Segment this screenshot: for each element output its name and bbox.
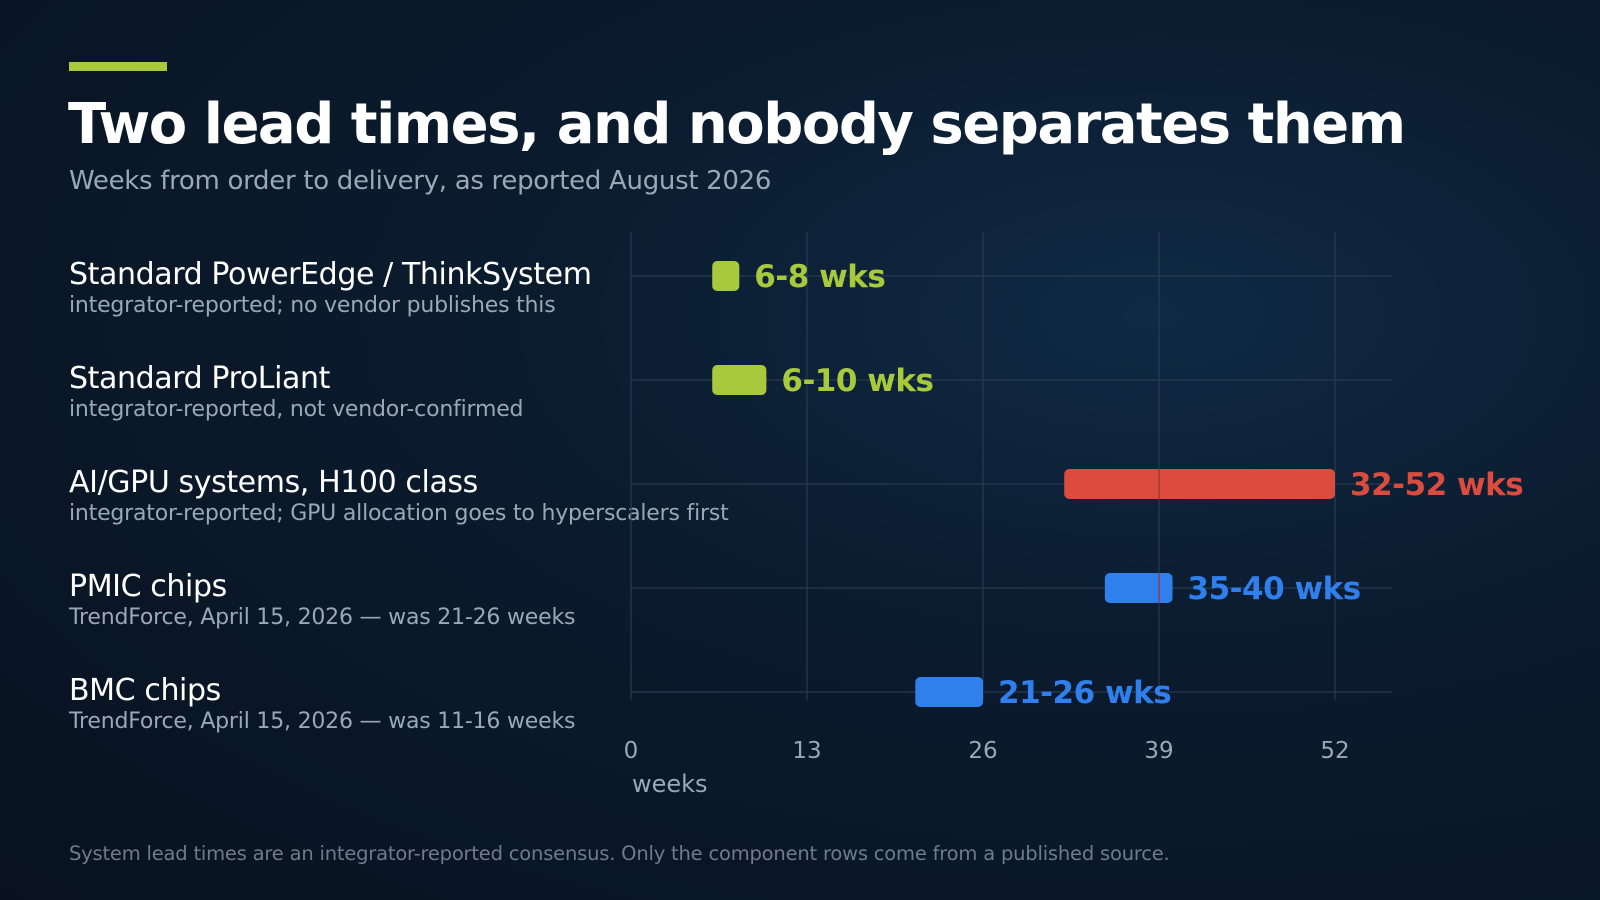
- tick-label-4: 52: [1320, 738, 1349, 764]
- value-label-0: 6-8 wks: [754, 259, 885, 295]
- value-label-4: 21-26 wks: [998, 675, 1171, 711]
- row-label-1: Standard ProLiant integrator-reported, no…: [69, 361, 524, 423]
- x-axis-label: weeks: [632, 770, 708, 798]
- row-note: integrator-reported, not vendor-confirme…: [69, 397, 524, 422]
- value-label-1: 6-10 wks: [781, 363, 933, 399]
- value-label-3: 35-40 wks: [1188, 571, 1361, 607]
- row-note: TrendForce, April 15, 2026 — was 21-26 w…: [69, 605, 576, 630]
- row-name: AI/GPU systems, H100 class: [69, 465, 478, 500]
- tick-label-1: 13: [792, 738, 821, 764]
- tick-label-3: 39: [1144, 738, 1173, 764]
- row-label-2: AI/GPU systems, H100 class integrator-rep…: [69, 465, 729, 527]
- value-label-2: 32-52 wks: [1350, 467, 1523, 503]
- range-bar-1: [712, 365, 767, 395]
- row-name: BMC chips: [69, 673, 221, 708]
- row-note: TrendForce, April 15, 2026 — was 11-16 w…: [69, 709, 576, 734]
- range-bar-2: [1064, 469, 1335, 499]
- footnote: System lead times are an integrator-repo…: [69, 842, 1170, 865]
- tick-label-0: 0: [624, 738, 639, 764]
- row-note: integrator-reported; no vendor publishes…: [69, 293, 556, 318]
- row-note: integrator-reported; GPU allocation goes…: [69, 501, 729, 526]
- chart-title: Two lead times, and nobody separates the…: [68, 92, 1406, 157]
- row-name: Standard ProLiant: [69, 361, 331, 396]
- chart-subtitle: Weeks from order to delivery, as reporte…: [69, 166, 772, 196]
- range-bar-0: [712, 261, 740, 291]
- row-name: PMIC chips: [69, 569, 227, 604]
- row-label-4: BMC chips TrendForce, April 15, 2026 — wa…: [69, 673, 575, 735]
- range-bar-4: [915, 677, 983, 707]
- row-name: Standard PowerEdge / ThinkSystem: [69, 257, 592, 292]
- tick-label-2: 26: [968, 738, 997, 764]
- row-label-0: Standard PowerEdge / ThinkSystem integrat…: [69, 257, 592, 319]
- accent-bar: [69, 62, 167, 71]
- row-label-3: PMIC chips TrendForce, April 15, 2026 — w…: [69, 569, 575, 631]
- range-bar-3: [1104, 573, 1173, 603]
